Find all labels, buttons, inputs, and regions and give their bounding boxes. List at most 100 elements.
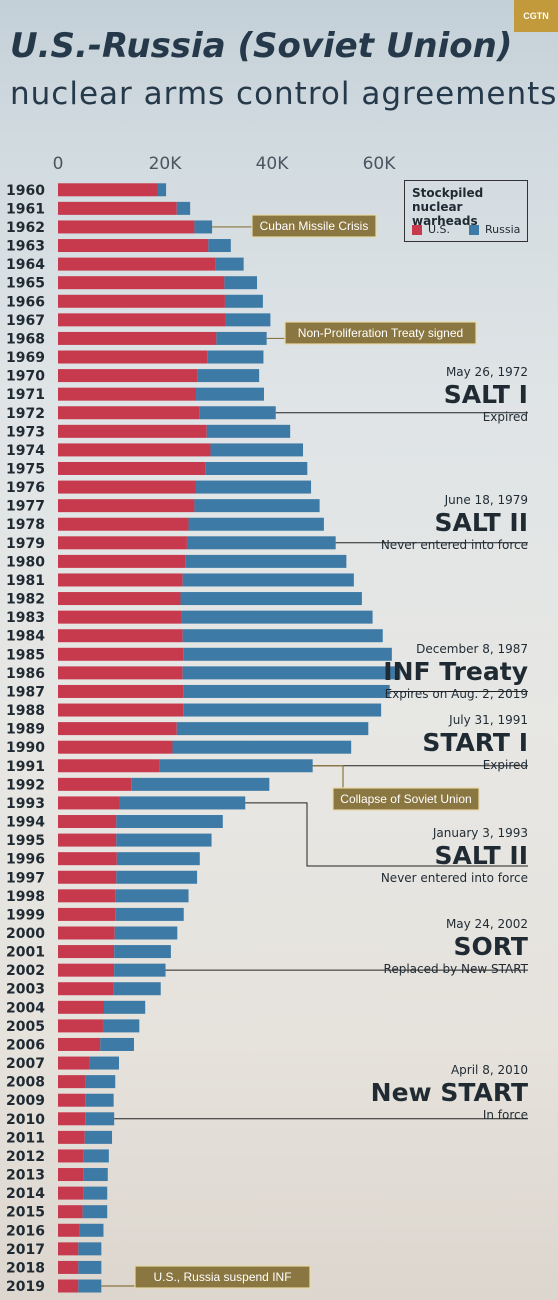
bar-russia	[100, 1037, 134, 1051]
bar-russia	[215, 257, 244, 271]
bar-us	[58, 294, 225, 308]
bar-russia	[83, 1149, 109, 1163]
bar-us	[58, 1260, 79, 1274]
bar-russia	[82, 1205, 108, 1219]
treaty-start-i: July 31, 1991 START I Expired	[422, 713, 528, 773]
chart-title: U.S.-Russia (Soviet Union)	[10, 26, 513, 66]
year-label: 1975	[6, 461, 45, 477]
year-label: 1987	[6, 684, 45, 700]
bar-russia	[197, 369, 260, 383]
callout-label: Collapse of Soviet Union	[340, 792, 471, 806]
legend-title: Stockpiled nuclear warheads	[412, 186, 528, 228]
year-label: 1972	[6, 406, 45, 422]
bar-russia	[181, 610, 373, 624]
treaty-status: Expired	[482, 758, 528, 772]
year-label: 1985	[6, 647, 45, 663]
bar-russia	[114, 945, 171, 959]
treaty-salt-ii-1993: January 3, 1993 SALT II Never entered in…	[381, 826, 528, 886]
bar-us	[58, 629, 183, 643]
treaty-status: In force	[482, 1108, 528, 1122]
bar-russia	[207, 350, 264, 364]
year-label: 1961	[6, 201, 45, 217]
bar-russia	[182, 573, 354, 587]
year-label: 1979	[6, 536, 45, 552]
year-label: 2014	[6, 1186, 45, 1202]
bar-russia	[188, 517, 324, 531]
year-label: 2019	[6, 1279, 45, 1295]
bar-us	[58, 815, 117, 829]
treaty-name: INF Treaty	[383, 657, 528, 686]
year-label: 1980	[6, 554, 45, 570]
bar-russia	[196, 387, 264, 401]
bar-russia	[119, 796, 246, 810]
callout-box	[134, 1265, 311, 1289]
bar-us	[58, 852, 117, 866]
year-label: 1978	[6, 517, 45, 533]
bar-us	[58, 647, 184, 661]
year-label: 1996	[6, 852, 45, 868]
bar-russia	[104, 1000, 146, 1014]
bar-us	[58, 722, 177, 736]
treaty-salt-ii-1979: June 18, 1979 SALT II Never entered into…	[381, 493, 528, 553]
year-label: 1992	[6, 777, 45, 793]
bar-russia	[210, 443, 304, 457]
bar-russia	[89, 1056, 119, 1070]
bar-russia	[185, 554, 347, 568]
year-label: 1964	[6, 257, 45, 273]
callout-box	[251, 214, 377, 238]
year-label: 1970	[6, 369, 45, 385]
bar-us	[58, 982, 114, 996]
us-swatch	[412, 224, 422, 235]
treaty-salt-i: May 26, 1972 SALT I Expired	[444, 365, 528, 425]
year-label: 1973	[6, 424, 45, 440]
treaty-status: Never entered into force	[380, 538, 528, 552]
year-label: 1969	[6, 350, 45, 366]
year-label: 1984	[6, 629, 45, 645]
legend: Stockpiled nuclear warheads U.S. Russia	[404, 180, 528, 242]
bar-russia	[78, 1279, 102, 1293]
year-label: 2001	[6, 945, 45, 961]
year-label: 2002	[6, 963, 45, 979]
year-label: 1986	[6, 666, 45, 682]
year-label: 1989	[6, 722, 45, 738]
year-label: 2016	[6, 1223, 45, 1239]
bar-us	[58, 220, 195, 234]
year-label: 1993	[6, 796, 45, 812]
year-label: 1990	[6, 740, 45, 756]
bar-russia	[131, 777, 270, 791]
treaty-name: SALT I	[443, 380, 528, 409]
treaty-date: April 8, 2010	[450, 1063, 528, 1077]
cgtn-logo: CGTN	[514, 0, 558, 32]
callout-label: U.S., Russia suspend INF	[153, 1270, 291, 1284]
bar-us	[58, 1130, 85, 1144]
legend-title-line1: Stockpiled	[412, 186, 484, 200]
year-label: 1960	[6, 183, 45, 199]
x-tick-label: 0	[53, 154, 64, 174]
treaty-name: SALT II	[434, 508, 528, 537]
bar-us	[58, 759, 160, 773]
bar-us	[58, 1205, 83, 1219]
bar-us	[58, 517, 189, 531]
russia-swatch	[469, 224, 479, 235]
bar-russia	[225, 313, 271, 327]
treaty-name: New START	[370, 1078, 528, 1107]
bar-russia	[208, 239, 231, 253]
bar-russia	[113, 982, 161, 996]
bar-us	[58, 963, 115, 977]
bar-us	[58, 313, 226, 327]
bar-russia	[224, 276, 258, 290]
bar-russia	[182, 666, 401, 680]
treaty-name: SALT II	[434, 841, 528, 870]
treaty-date: May 26, 1972	[445, 365, 528, 379]
year-label: 1963	[6, 239, 45, 255]
year-label: 1965	[6, 276, 45, 292]
bar-russia	[157, 183, 167, 197]
bar-us	[58, 536, 187, 550]
bar-us	[58, 926, 115, 940]
bar-us	[58, 406, 200, 420]
bar-russia	[180, 592, 362, 606]
year-label: 1988	[6, 703, 45, 719]
treaty-date: December 8, 1987	[416, 642, 528, 656]
bar-us	[58, 610, 182, 624]
legend-item-us: U.S.	[412, 223, 450, 236]
